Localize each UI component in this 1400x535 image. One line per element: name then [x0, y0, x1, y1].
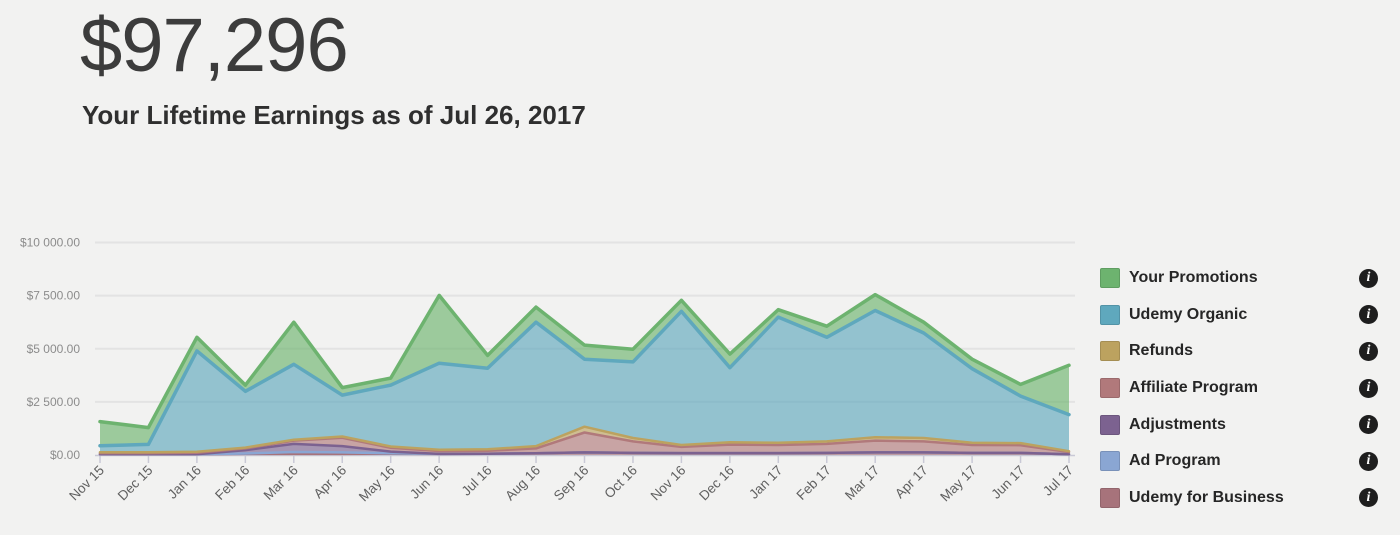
legend-swatch — [1100, 487, 1120, 508]
series-area-your-promotions[interactable] — [100, 294, 1069, 446]
x-axis-label: May 16 — [356, 463, 398, 505]
series-line-refunds — [98, 425, 1071, 454]
info-icon[interactable]: i — [1359, 341, 1378, 361]
x-axis-label: Dec 15 — [115, 463, 156, 504]
earnings-header: $97,296 Your Lifetime Earnings as of Jul… — [80, 0, 586, 131]
x-axis-label: Oct 16 — [601, 463, 640, 502]
x-axis-label: Jan 17 — [746, 463, 785, 502]
x-axis-label: Jul 16 — [459, 463, 495, 499]
x-axis-label: Sep 16 — [551, 463, 592, 504]
info-icon[interactable]: i — [1359, 451, 1378, 471]
y-axis-label: $0.00 — [50, 448, 80, 462]
x-axis-label: Apr 16 — [311, 463, 350, 502]
y-axis-label: $5 000.00 — [27, 342, 81, 356]
info-icon[interactable]: i — [1359, 415, 1378, 435]
legend-label: Your Promotions — [1129, 269, 1258, 287]
legend-label: Udemy for Business — [1129, 488, 1284, 506]
x-axis-label: Dec 16 — [696, 463, 737, 504]
x-axis-label: May 17 — [937, 463, 979, 505]
x-axis-label: Aug 16 — [502, 463, 543, 504]
x-axis-label: Jun 16 — [407, 463, 446, 502]
x-axis-label: Nov 15 — [66, 463, 107, 504]
info-icon[interactable]: i — [1359, 378, 1378, 398]
series-line-udemy-organic — [98, 308, 1071, 448]
legend-item-ad-program[interactable]: Ad Program i — [1100, 443, 1378, 480]
series-line-adjustments — [98, 442, 1071, 456]
legend-swatch — [1100, 451, 1120, 472]
legend-swatch — [1100, 378, 1120, 399]
legend-item-udemy-organic[interactable]: Udemy Organic i — [1100, 297, 1378, 334]
legend-label: Affiliate Program — [1129, 379, 1258, 397]
x-axis-label: Apr 17 — [892, 463, 931, 502]
legend-label: Refunds — [1129, 342, 1193, 360]
legend-item-adjustments[interactable]: Adjustments i — [1100, 406, 1378, 443]
legend-item-refunds[interactable]: Refunds i — [1100, 333, 1378, 370]
legend-swatch — [1100, 304, 1120, 325]
legend-swatch — [1100, 414, 1120, 435]
x-axis-label: Feb 16 — [212, 463, 252, 503]
x-axis-label: Jan 16 — [165, 463, 204, 502]
x-axis-label: Jul 17 — [1040, 463, 1076, 499]
chart-legend: Your Promotions i Udemy Organic i Refund… — [1100, 260, 1378, 516]
x-axis-label: Feb 17 — [794, 463, 834, 503]
series-area-udemy-organic[interactable] — [100, 310, 1069, 453]
y-axis-label: $10 000.00 — [20, 236, 80, 250]
y-axis-label: $7 500.00 — [27, 289, 81, 303]
earnings-chart: $0.00 $2 500.00 $5 000.00 $7 500.00 $10 000.… — [0, 228, 1095, 530]
x-axis-label: Mar 17 — [842, 463, 882, 503]
legend-swatch — [1100, 341, 1120, 362]
info-icon[interactable]: i — [1359, 268, 1378, 288]
y-axis-label: $2 500.00 — [27, 395, 81, 409]
legend-item-udemy-for-business[interactable]: Udemy for Business i — [1100, 480, 1378, 517]
legend-item-affiliate-program[interactable]: Affiliate Program i — [1100, 370, 1378, 407]
series-line-your-promotions — [98, 292, 1071, 430]
x-axis-label: Jun 17 — [988, 463, 1027, 502]
legend-label: Ad Program — [1129, 452, 1221, 470]
info-icon[interactable]: i — [1359, 305, 1378, 325]
legend-label: Udemy Organic — [1129, 305, 1248, 323]
legend-item-your-promotions[interactable]: Your Promotions i — [1100, 260, 1378, 297]
x-axis-label: Nov 16 — [648, 463, 689, 504]
lifetime-earnings-amount: $97,296 — [80, 3, 349, 88]
legend-swatch — [1100, 268, 1120, 289]
legend-label: Adjustments — [1129, 415, 1226, 433]
earnings-area-chart: $0.00 $2 500.00 $5 000.00 $7 500.00 $10 000.… — [20, 236, 1076, 505]
info-icon[interactable]: i — [1359, 488, 1378, 508]
lifetime-earnings-subtitle: Your Lifetime Earnings as of Jul 26, 201… — [82, 99, 586, 130]
x-axis-label: Mar 16 — [261, 463, 301, 503]
